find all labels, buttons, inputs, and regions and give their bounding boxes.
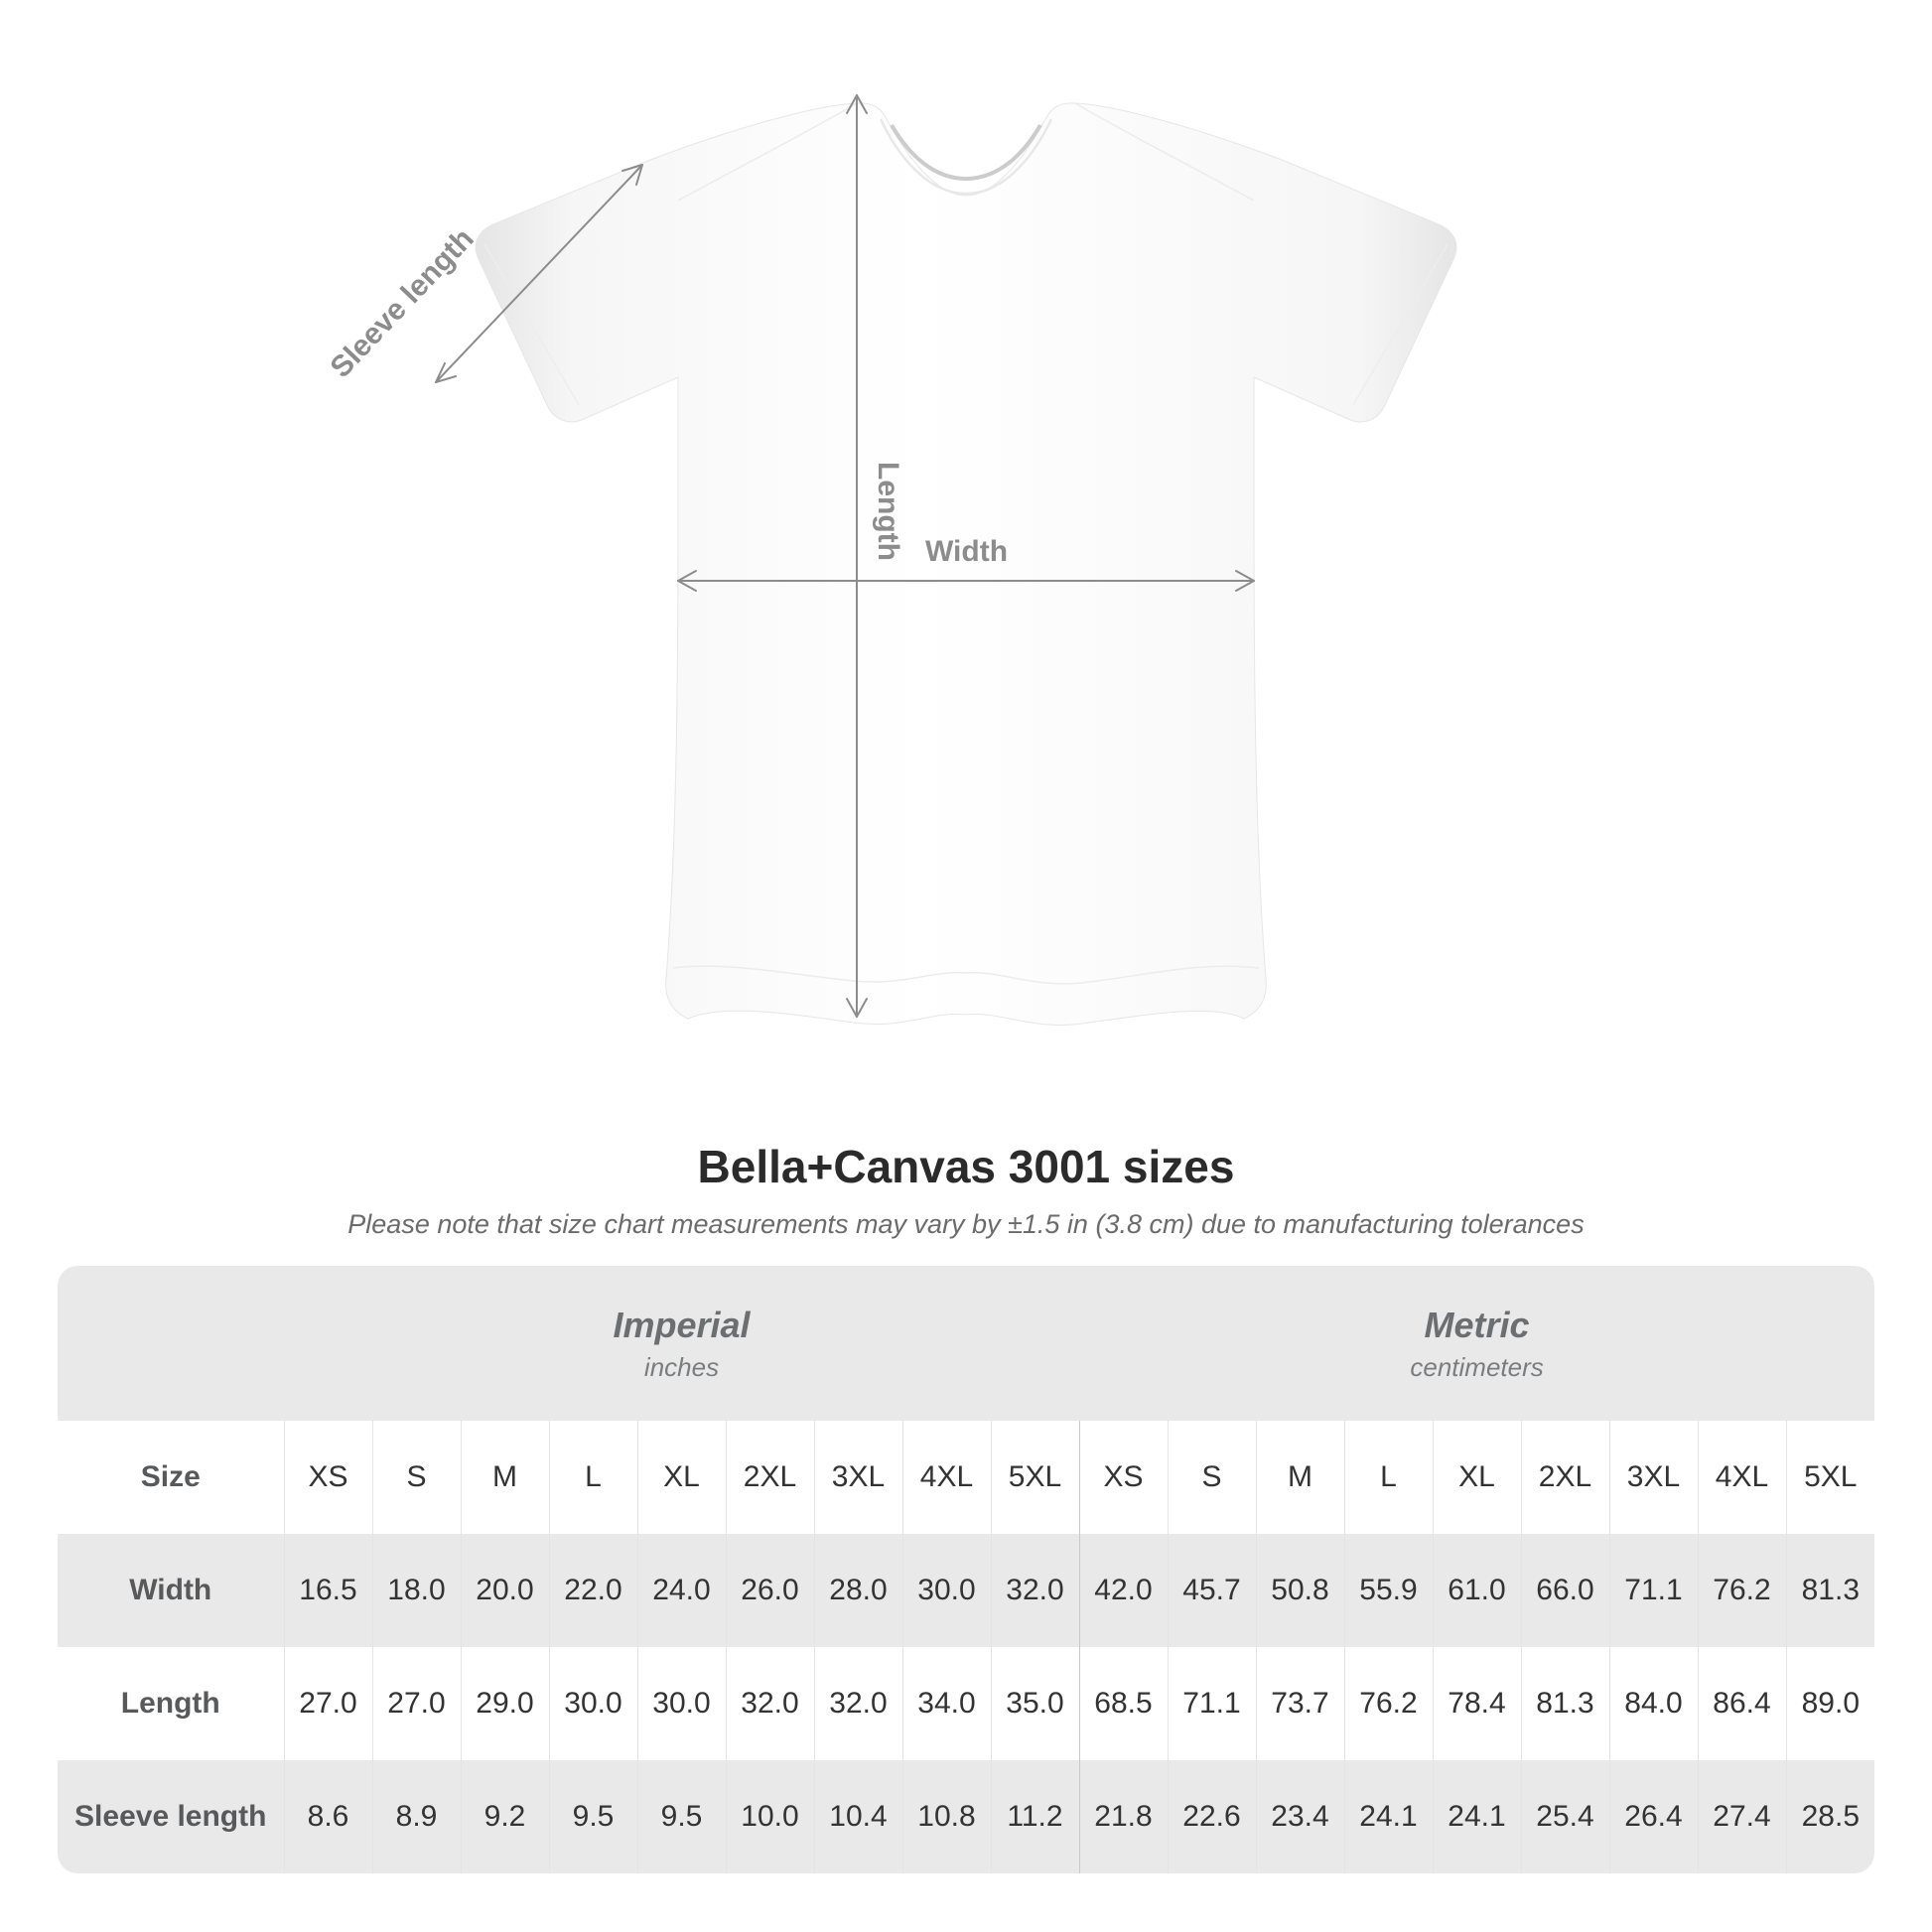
svg-text:Length: Length — [872, 462, 904, 561]
svg-text:Width: Width — [925, 535, 1008, 568]
